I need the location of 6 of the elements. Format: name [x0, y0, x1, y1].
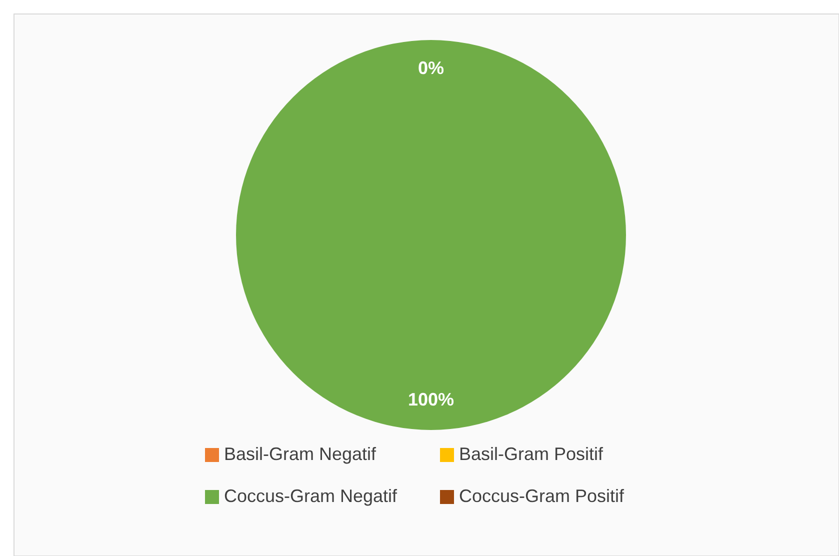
legend-label: Basil-Gram Positif	[459, 444, 604, 464]
legend-label: Coccus-Gram Negatif	[224, 486, 398, 506]
text: 0%	[418, 58, 444, 78]
legend-label: Coccus-Gram Positif	[459, 486, 626, 506]
legend-label: Basil-Gram Negatif	[224, 444, 378, 464]
data-label: 100%	[408, 390, 454, 410]
